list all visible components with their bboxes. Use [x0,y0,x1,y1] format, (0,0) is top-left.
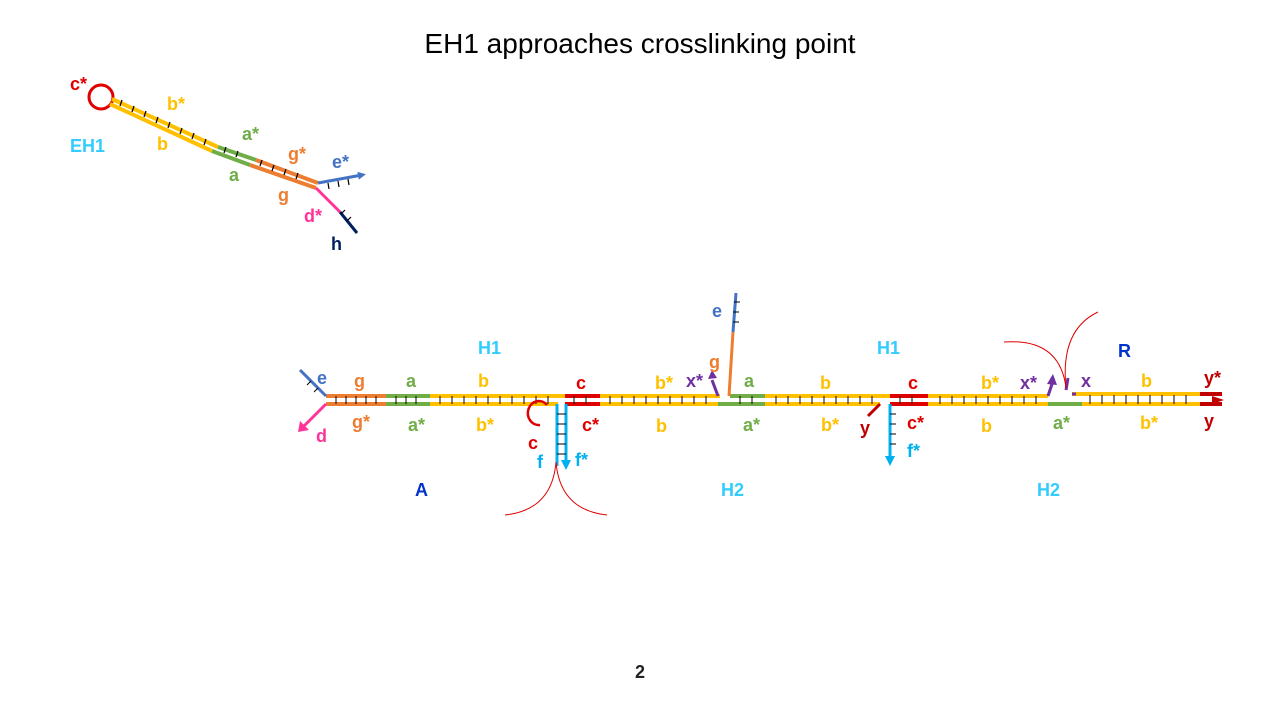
label-c2: c [908,373,918,393]
c-loop [526,399,548,427]
f-star2-arrow [885,456,895,466]
label-e-up: e [712,301,722,321]
eh1-label-b-star: b* [167,94,185,114]
label-A: A [415,480,428,500]
branch-g [727,331,735,397]
x-star2-strand [1046,383,1054,397]
label-b-bottom: b [656,416,667,436]
eh1-label-c-star: c* [70,74,87,94]
label-a: a [406,371,417,391]
eh1-label-g-star: g* [288,144,306,164]
label-x-star2: x* [1020,373,1037,393]
label-f: f [537,452,544,472]
left-d-arrow [298,421,309,432]
left-e-strand [298,368,328,398]
x-star-strand [710,379,720,397]
label-f-star2: f* [907,441,920,461]
eh1-label-g: g [278,185,289,205]
arc-left-1 [504,461,557,516]
label-g-star: g* [352,412,370,432]
y-strand [866,402,882,418]
label-c-bottom: c [528,433,538,453]
label-b-star2: b* [981,373,999,393]
eh1-stem-g-bottom [249,163,317,190]
label-b-star-bottom: b* [476,415,494,435]
eh1-stem-b-bottom [109,102,213,153]
right-end-arrow [1212,396,1224,404]
label-g-up: g [709,352,720,372]
label-b3: b [1141,371,1152,391]
label-H1-left: H1 [478,338,501,358]
eh1-stem-b-star-top [111,97,219,149]
eh1-label-e-star: e* [332,152,349,172]
arc-left-2 [555,461,608,516]
eh1-h-strand [338,211,359,234]
arc-right-2 [1064,311,1099,389]
x-gap-mark [1064,377,1070,391]
x-star-arrow [708,370,717,379]
eh1-stem-g-star-top [255,158,319,185]
left-d-strand [302,402,328,428]
label-b: b [478,371,489,391]
label-e: e [317,368,327,388]
label-d: d [316,426,327,446]
arc-right-1 [1003,341,1067,389]
eh1-label-d-star: d* [304,206,322,226]
x-star2-arrow [1047,374,1057,385]
label-H2-right: H2 [1037,480,1060,500]
label-x-star: x* [686,371,703,391]
eh1-label-a-star: a* [242,124,259,144]
label-y-star: y* [1204,368,1221,388]
label-b-star: b* [655,373,673,393]
eh1-stem-a-bottom [211,149,251,167]
assembly-hashes [335,395,1187,404]
slide-title: EH1 approaches crosslinking point [424,28,856,59]
eh1-name: EH1 [70,136,105,156]
label-a-star: a* [408,415,425,435]
label-b-star2-bottom: b* [821,415,839,435]
label-b2: b [820,373,831,393]
assembly: H1 H1 R e g a b c b* x* e g a b c b* x* … [298,292,1224,516]
eh1-label-a: a [229,165,240,185]
eh1-stem-hashes [119,99,299,180]
label-g: g [354,371,365,391]
label-a-star2: a* [743,415,760,435]
label-b-star3: b* [1140,413,1158,433]
label-H2-left: H2 [721,480,744,500]
label-c-star: c* [582,415,599,435]
page-number: 2 [634,662,645,682]
label-H1-right: H1 [877,338,900,358]
label-x: x [1081,371,1091,391]
eh1-label-h: h [331,234,342,254]
label-y-end: y [1204,411,1214,431]
eh1-d-star-strand [314,186,342,214]
eh1-label-b: b [157,134,168,154]
label-c-star2: c* [907,413,924,433]
label-b-bottom2: b [981,416,992,436]
label-R: R [1118,341,1131,361]
label-a2: a [744,371,755,391]
label-f-star: f* [575,450,588,470]
label-c: c [576,373,586,393]
f-star-arrow [561,460,571,470]
eh1-e-star-arrow [317,171,366,185]
eh1-loop-c-star [87,83,115,111]
label-a-star3: a* [1053,413,1070,433]
eh1-hairpin: c* b* b a* a g* g e* d* h EH1 [70,74,366,254]
label-y: y [860,418,870,438]
